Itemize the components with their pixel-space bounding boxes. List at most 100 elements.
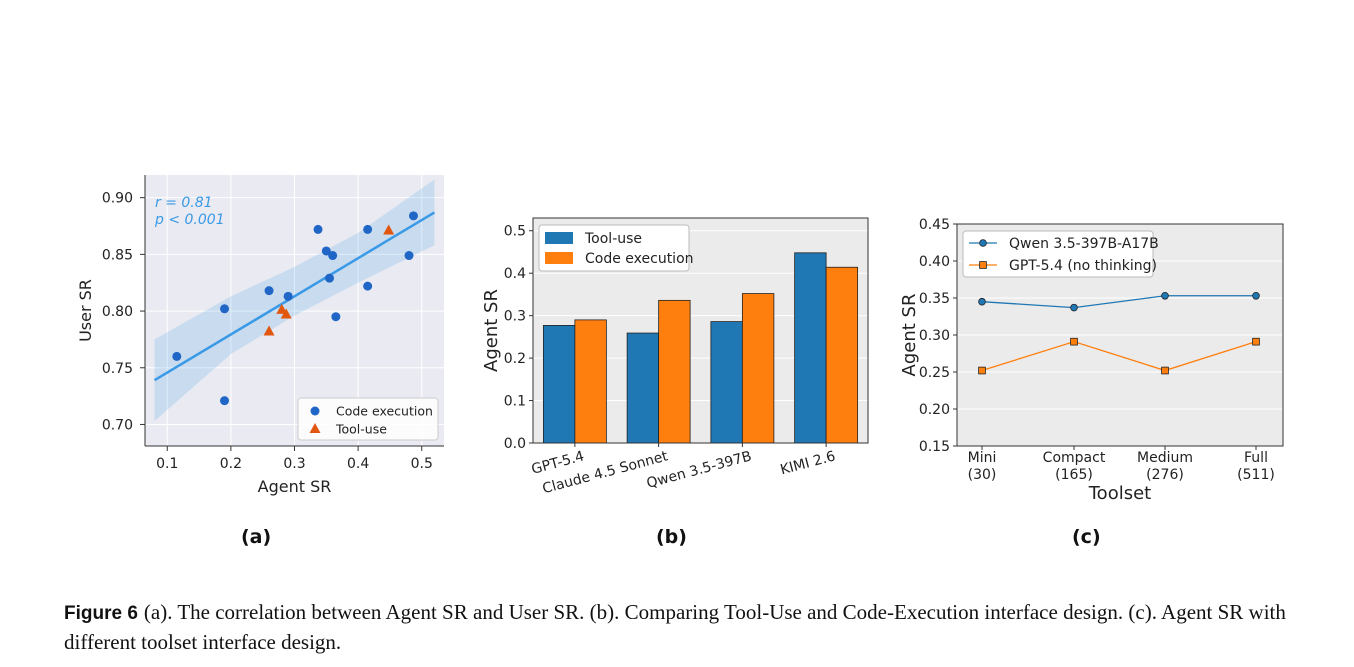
series-line-c — [981, 295, 1256, 309]
scatter-point-code-execution — [283, 291, 293, 301]
tick-label-y-b: 0.4 — [504, 266, 526, 282]
tick-label-x-c: Full — [1244, 450, 1268, 466]
tick-label-x-c: Compact — [1043, 450, 1106, 466]
scatter-point-tool-use — [263, 325, 275, 336]
scatter-point-code-execution — [220, 304, 230, 314]
tick-label-count-c: (30) — [968, 467, 997, 483]
plot-area-a — [145, 175, 444, 446]
scatter-point-code-execution — [363, 224, 373, 234]
scatter-point-tool-use — [280, 308, 292, 319]
legend-marker-c — [979, 261, 987, 269]
scatter-point-code-execution — [408, 211, 418, 221]
legend-box-b — [538, 224, 690, 272]
tick-label-y-b: 0.2 — [504, 351, 526, 367]
annotation-text-a: p < 0.001 — [154, 212, 225, 228]
tick-label-y-c: 0.45 — [919, 217, 950, 233]
bar-tool-use — [542, 325, 576, 444]
line-point-qwen — [1161, 291, 1169, 300]
confidence-band-a — [154, 179, 435, 422]
legend-label-b: Tool-use — [584, 231, 642, 247]
bar-tool-use — [710, 321, 743, 444]
tick-label-x-b: KIMI 2.6 — [779, 448, 838, 478]
plot-area-c — [956, 223, 1284, 447]
axis-label-x-a: Agent SR — [258, 477, 332, 496]
tick-label-y-a: 0.75 — [102, 361, 133, 377]
scatter-point-code-execution — [220, 396, 230, 406]
legend-marker-c — [979, 239, 987, 247]
axis-label-x-c: Toolset — [1088, 483, 1151, 504]
bar-code-execution — [741, 293, 775, 444]
scatter-point-code-execution — [404, 251, 414, 261]
tick-label-y-c: 0.30 — [919, 328, 950, 344]
scatter-point-code-execution — [331, 312, 341, 322]
panel-label-a: (a) — [241, 526, 272, 548]
line-point-gpt — [1070, 337, 1078, 346]
legend-marker-a — [309, 423, 321, 433]
scatter-point-code-execution — [264, 286, 274, 296]
tick-label-x-b: Qwen 3.5-397B — [645, 448, 754, 491]
scatter-point-code-execution — [328, 251, 338, 261]
bar-code-execution — [574, 319, 607, 444]
tick-label-count-c: (511) — [1237, 467, 1275, 483]
annotation-text-a: r = 0.81 — [155, 195, 213, 211]
tick-label-y-c: 0.15 — [919, 439, 950, 455]
tick-label-count-c: (165) — [1055, 467, 1093, 483]
legend-marker-a — [310, 406, 320, 416]
axis-label-y-c: Agent SR — [899, 294, 920, 377]
caption-text: (a). The correlation between Agent SR an… — [64, 600, 1286, 654]
plot-frame-b — [532, 217, 869, 444]
plot-frame-c — [956, 223, 1284, 447]
line-point-qwen — [978, 297, 986, 306]
tick-label-x-a: 0.3 — [283, 456, 305, 472]
tick-label-x-b: Claude 4.5 Sonnet — [541, 448, 670, 497]
bar-tool-use — [794, 252, 827, 444]
panel-label-b: (b) — [656, 526, 687, 548]
tick-label-y-b: 0.0 — [504, 436, 526, 452]
tick-label-y-c: 0.25 — [919, 365, 950, 381]
scatter-point-tool-use — [383, 224, 395, 235]
legend-label-c: Qwen 3.5-397B-A17B — [1009, 236, 1159, 252]
tick-label-x-a: 0.4 — [347, 456, 369, 472]
bar-code-execution — [825, 266, 859, 444]
tick-label-y-c: 0.20 — [919, 402, 950, 418]
scatter-point-code-execution — [313, 224, 323, 234]
tick-label-x-c: Mini — [968, 450, 997, 466]
tick-label-x-b: GPT-5.4 — [530, 448, 586, 477]
legend-label-c: GPT-5.4 (no thinking) — [1009, 258, 1157, 274]
legend-swatch-b — [545, 232, 573, 244]
legend-swatch-b — [545, 252, 573, 264]
tick-label-y-a: 0.70 — [102, 417, 133, 433]
panel-label-c: (c) — [1072, 526, 1101, 548]
scatter-point-code-execution — [321, 246, 331, 256]
plot-area-b — [532, 217, 869, 444]
tick-label-x-a: 0.2 — [220, 456, 242, 472]
tick-label-y-a: 0.80 — [102, 304, 133, 320]
line-point-qwen — [1070, 303, 1078, 312]
tick-label-x-a: 0.5 — [411, 456, 433, 472]
tick-label-y-c: 0.35 — [919, 291, 950, 307]
scatter-point-tool-use — [276, 303, 288, 314]
tick-label-count-c: (276) — [1146, 467, 1184, 483]
tick-label-y-a: 0.90 — [102, 191, 133, 207]
bar-tool-use — [626, 332, 660, 444]
legend-box-a — [297, 397, 439, 441]
bar-code-execution — [658, 299, 691, 444]
legend-label-a: Code execution — [336, 404, 433, 419]
axis-label-y-b: Agent SR — [481, 289, 502, 372]
scatter-point-code-execution — [363, 281, 373, 291]
scatter-point-code-execution — [324, 273, 334, 283]
line-point-qwen — [1252, 291, 1260, 300]
line-point-gpt — [1252, 337, 1260, 346]
axis-label-y-a: User SR — [76, 279, 95, 342]
legend-label-a: Tool-use — [335, 422, 387, 437]
legend-label-b: Code execution — [585, 251, 694, 267]
regression-line-a — [153, 211, 436, 382]
tick-label-x-c: Medium — [1137, 450, 1193, 466]
tick-label-y-b: 0.3 — [504, 309, 526, 325]
tick-label-y-b: 0.5 — [504, 224, 526, 240]
tick-label-x-a: 0.1 — [156, 456, 178, 472]
figure-caption: Figure 6 (a). The correlation between Age… — [64, 598, 1294, 657]
